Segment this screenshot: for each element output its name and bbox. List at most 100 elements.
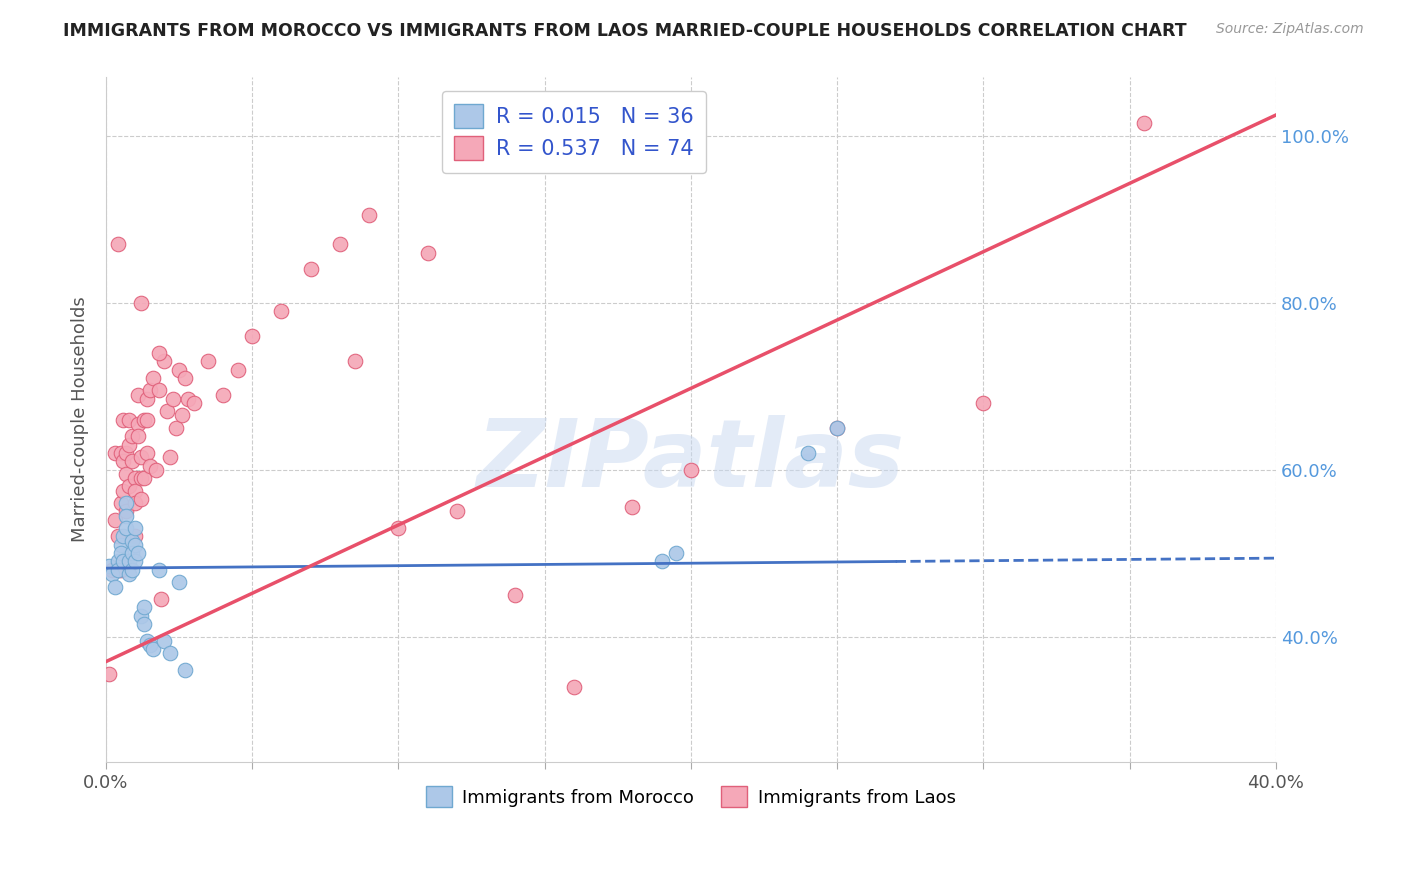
Point bbox=[110, 563, 132, 577]
Point bbox=[679, 463, 702, 477]
Point bbox=[124, 529, 146, 543]
Point bbox=[665, 546, 688, 560]
Point bbox=[135, 633, 157, 648]
Point bbox=[148, 384, 170, 398]
Point bbox=[118, 566, 141, 581]
Point bbox=[132, 412, 155, 426]
Point bbox=[165, 421, 187, 435]
Point bbox=[197, 354, 219, 368]
Point bbox=[124, 521, 146, 535]
Point bbox=[173, 663, 195, 677]
Point bbox=[148, 346, 170, 360]
Point bbox=[825, 421, 848, 435]
Point bbox=[100, 566, 122, 581]
Point bbox=[112, 529, 135, 543]
Point bbox=[127, 387, 149, 401]
Point bbox=[127, 546, 149, 560]
Point bbox=[132, 600, 155, 615]
Point bbox=[124, 471, 146, 485]
Point bbox=[387, 521, 409, 535]
Point bbox=[129, 471, 152, 485]
Point bbox=[142, 642, 165, 657]
Point bbox=[139, 458, 162, 473]
Point bbox=[562, 680, 585, 694]
Point bbox=[1133, 116, 1156, 130]
Point bbox=[115, 508, 138, 523]
Point bbox=[270, 304, 292, 318]
Point bbox=[107, 563, 129, 577]
Point bbox=[135, 446, 157, 460]
Point bbox=[129, 608, 152, 623]
Point bbox=[139, 638, 162, 652]
Point bbox=[170, 409, 193, 423]
Point bbox=[148, 563, 170, 577]
Point bbox=[100, 563, 122, 577]
Y-axis label: Married-couple Households: Married-couple Households bbox=[72, 297, 89, 542]
Point bbox=[115, 496, 138, 510]
Point bbox=[129, 491, 152, 506]
Text: IMMIGRANTS FROM MOROCCO VS IMMIGRANTS FROM LAOS MARRIED-COUPLE HOUSEHOLDS CORREL: IMMIGRANTS FROM MOROCCO VS IMMIGRANTS FR… bbox=[63, 22, 1187, 40]
Point bbox=[343, 354, 366, 368]
Point bbox=[505, 588, 527, 602]
Point bbox=[621, 500, 644, 515]
Point bbox=[135, 392, 157, 406]
Point bbox=[112, 554, 135, 568]
Point bbox=[129, 295, 152, 310]
Point bbox=[110, 538, 132, 552]
Point bbox=[118, 479, 141, 493]
Point bbox=[121, 454, 143, 468]
Point bbox=[121, 546, 143, 560]
Point bbox=[124, 554, 146, 568]
Point bbox=[139, 384, 162, 398]
Point bbox=[115, 446, 138, 460]
Point bbox=[129, 450, 152, 465]
Point bbox=[127, 429, 149, 443]
Point bbox=[150, 592, 173, 607]
Point bbox=[124, 538, 146, 552]
Point bbox=[112, 483, 135, 498]
Point bbox=[359, 208, 381, 222]
Point bbox=[107, 563, 129, 577]
Text: Source: ZipAtlas.com: Source: ZipAtlas.com bbox=[1216, 22, 1364, 37]
Point bbox=[107, 554, 129, 568]
Point bbox=[665, 120, 688, 135]
Point bbox=[167, 362, 190, 376]
Point bbox=[97, 558, 120, 573]
Point bbox=[104, 580, 127, 594]
Point bbox=[104, 446, 127, 460]
Point bbox=[110, 496, 132, 510]
Point bbox=[132, 471, 155, 485]
Point bbox=[212, 387, 235, 401]
Point bbox=[226, 362, 249, 376]
Point bbox=[183, 396, 205, 410]
Point bbox=[299, 262, 322, 277]
Point bbox=[159, 450, 181, 465]
Point bbox=[115, 521, 138, 535]
Point bbox=[115, 504, 138, 518]
Point bbox=[107, 237, 129, 252]
Point bbox=[121, 429, 143, 443]
Point bbox=[115, 467, 138, 481]
Point bbox=[132, 617, 155, 632]
Point bbox=[135, 412, 157, 426]
Point bbox=[329, 237, 352, 252]
Point bbox=[118, 412, 141, 426]
Point bbox=[118, 437, 141, 451]
Point bbox=[107, 529, 129, 543]
Point bbox=[110, 446, 132, 460]
Point bbox=[124, 483, 146, 498]
Point bbox=[153, 633, 176, 648]
Point bbox=[825, 421, 848, 435]
Point bbox=[159, 646, 181, 660]
Point bbox=[97, 667, 120, 681]
Point bbox=[972, 396, 994, 410]
Point bbox=[416, 245, 439, 260]
Point bbox=[177, 392, 200, 406]
Point bbox=[104, 513, 127, 527]
Point bbox=[797, 446, 820, 460]
Point bbox=[118, 554, 141, 568]
Point bbox=[145, 463, 167, 477]
Point bbox=[162, 392, 184, 406]
Text: ZIPatlas: ZIPatlas bbox=[477, 415, 905, 507]
Point bbox=[153, 354, 176, 368]
